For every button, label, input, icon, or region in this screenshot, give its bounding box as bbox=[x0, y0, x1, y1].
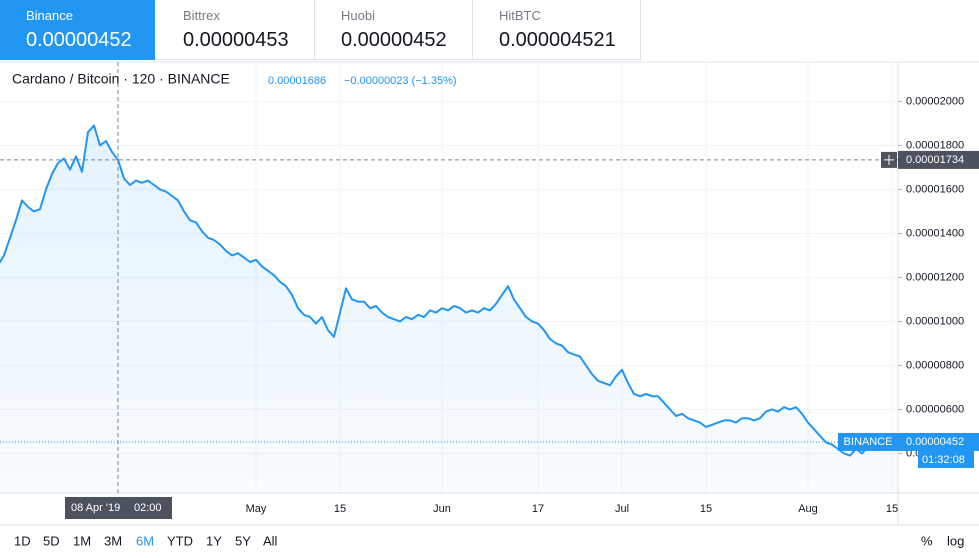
x-tick-label: Jun bbox=[433, 503, 451, 515]
y-tick-label: 0.00001400 bbox=[906, 227, 964, 239]
crosshair-date: 08 Apr '19 bbox=[71, 502, 120, 514]
exchange-price: 0.00000452 bbox=[341, 29, 447, 51]
exchange-tab[interactable]: Binance 0.00000452 bbox=[0, 0, 155, 60]
exchange-price: 0.00000453 bbox=[183, 29, 289, 51]
area-fill bbox=[0, 125, 898, 493]
y-tick-label: 0.00002000 bbox=[906, 95, 964, 107]
x-tick-label: 15 bbox=[886, 503, 898, 515]
y-tick-label: 0.00000800 bbox=[906, 359, 964, 371]
exchange-name: Binance bbox=[26, 8, 73, 23]
range-button[interactable]: 5D bbox=[43, 533, 60, 548]
exchange-price: 0.00000452 bbox=[26, 29, 132, 51]
log-toggle[interactable]: log bbox=[947, 533, 964, 548]
legend-value: 0.00001686 bbox=[268, 75, 326, 87]
range-button[interactable]: 1Y bbox=[206, 533, 222, 548]
last-price-box bbox=[898, 432, 979, 451]
x-tick-label: 17 bbox=[532, 503, 544, 515]
x-tick-label: May bbox=[246, 503, 267, 515]
last-price-label: 0.00000452 bbox=[906, 436, 964, 448]
countdown-box bbox=[918, 450, 974, 468]
exchange-tab[interactable]: HitBTC 0.000004521 bbox=[473, 0, 641, 60]
exchange-tab[interactable]: Bittrex 0.00000453 bbox=[157, 0, 315, 60]
crosshair-price-box bbox=[898, 150, 979, 169]
price-line bbox=[0, 124, 898, 457]
last-tag: BINANCE bbox=[844, 436, 893, 448]
symbol-title: Cardano / Bitcoin · 120 · BINANCE bbox=[12, 71, 230, 87]
crosshair-time: 02:00 bbox=[134, 502, 162, 514]
percent-toggle[interactable]: % bbox=[921, 533, 933, 548]
exchange-price: 0.000004521 bbox=[499, 29, 616, 51]
x-tick-label: Jul bbox=[615, 503, 629, 515]
y-tick-label: 0.00000600 bbox=[906, 403, 964, 415]
y-tick-label: 0.00001600 bbox=[906, 183, 964, 195]
exchange-tab[interactable]: Huobi 0.00000452 bbox=[315, 0, 473, 60]
range-button[interactable]: 3M bbox=[104, 533, 122, 548]
y-tick-label: 0.00001800 bbox=[906, 139, 964, 151]
exchange-name: Bittrex bbox=[183, 8, 220, 23]
exchange-name: HitBTC bbox=[499, 8, 541, 23]
y-tick-label: 0.00001000 bbox=[906, 315, 964, 327]
x-tick-label: 15 bbox=[700, 503, 712, 515]
crosshair-price: 0.00001734 bbox=[906, 154, 964, 166]
range-button[interactable]: 1M bbox=[73, 533, 91, 548]
countdown: 01:32:08 bbox=[922, 454, 965, 466]
exchange-name: Huobi bbox=[341, 8, 375, 23]
range-button[interactable]: 5Y bbox=[235, 533, 251, 548]
range-button[interactable]: All bbox=[263, 533, 278, 548]
crosshair-date-box bbox=[65, 497, 172, 519]
range-button[interactable]: 1D bbox=[14, 533, 31, 548]
y-tick-label: 0.00001200 bbox=[906, 271, 964, 283]
range-button[interactable]: 6M bbox=[136, 533, 154, 548]
legend-change: −0.00000023 (−1.35%) bbox=[344, 75, 457, 87]
last-tag-box bbox=[838, 432, 898, 451]
add-icon bbox=[884, 154, 894, 165]
x-tick-label: 15 bbox=[334, 503, 346, 515]
x-tick-label: Aug bbox=[798, 503, 818, 515]
range-button[interactable]: YTD bbox=[167, 533, 193, 548]
